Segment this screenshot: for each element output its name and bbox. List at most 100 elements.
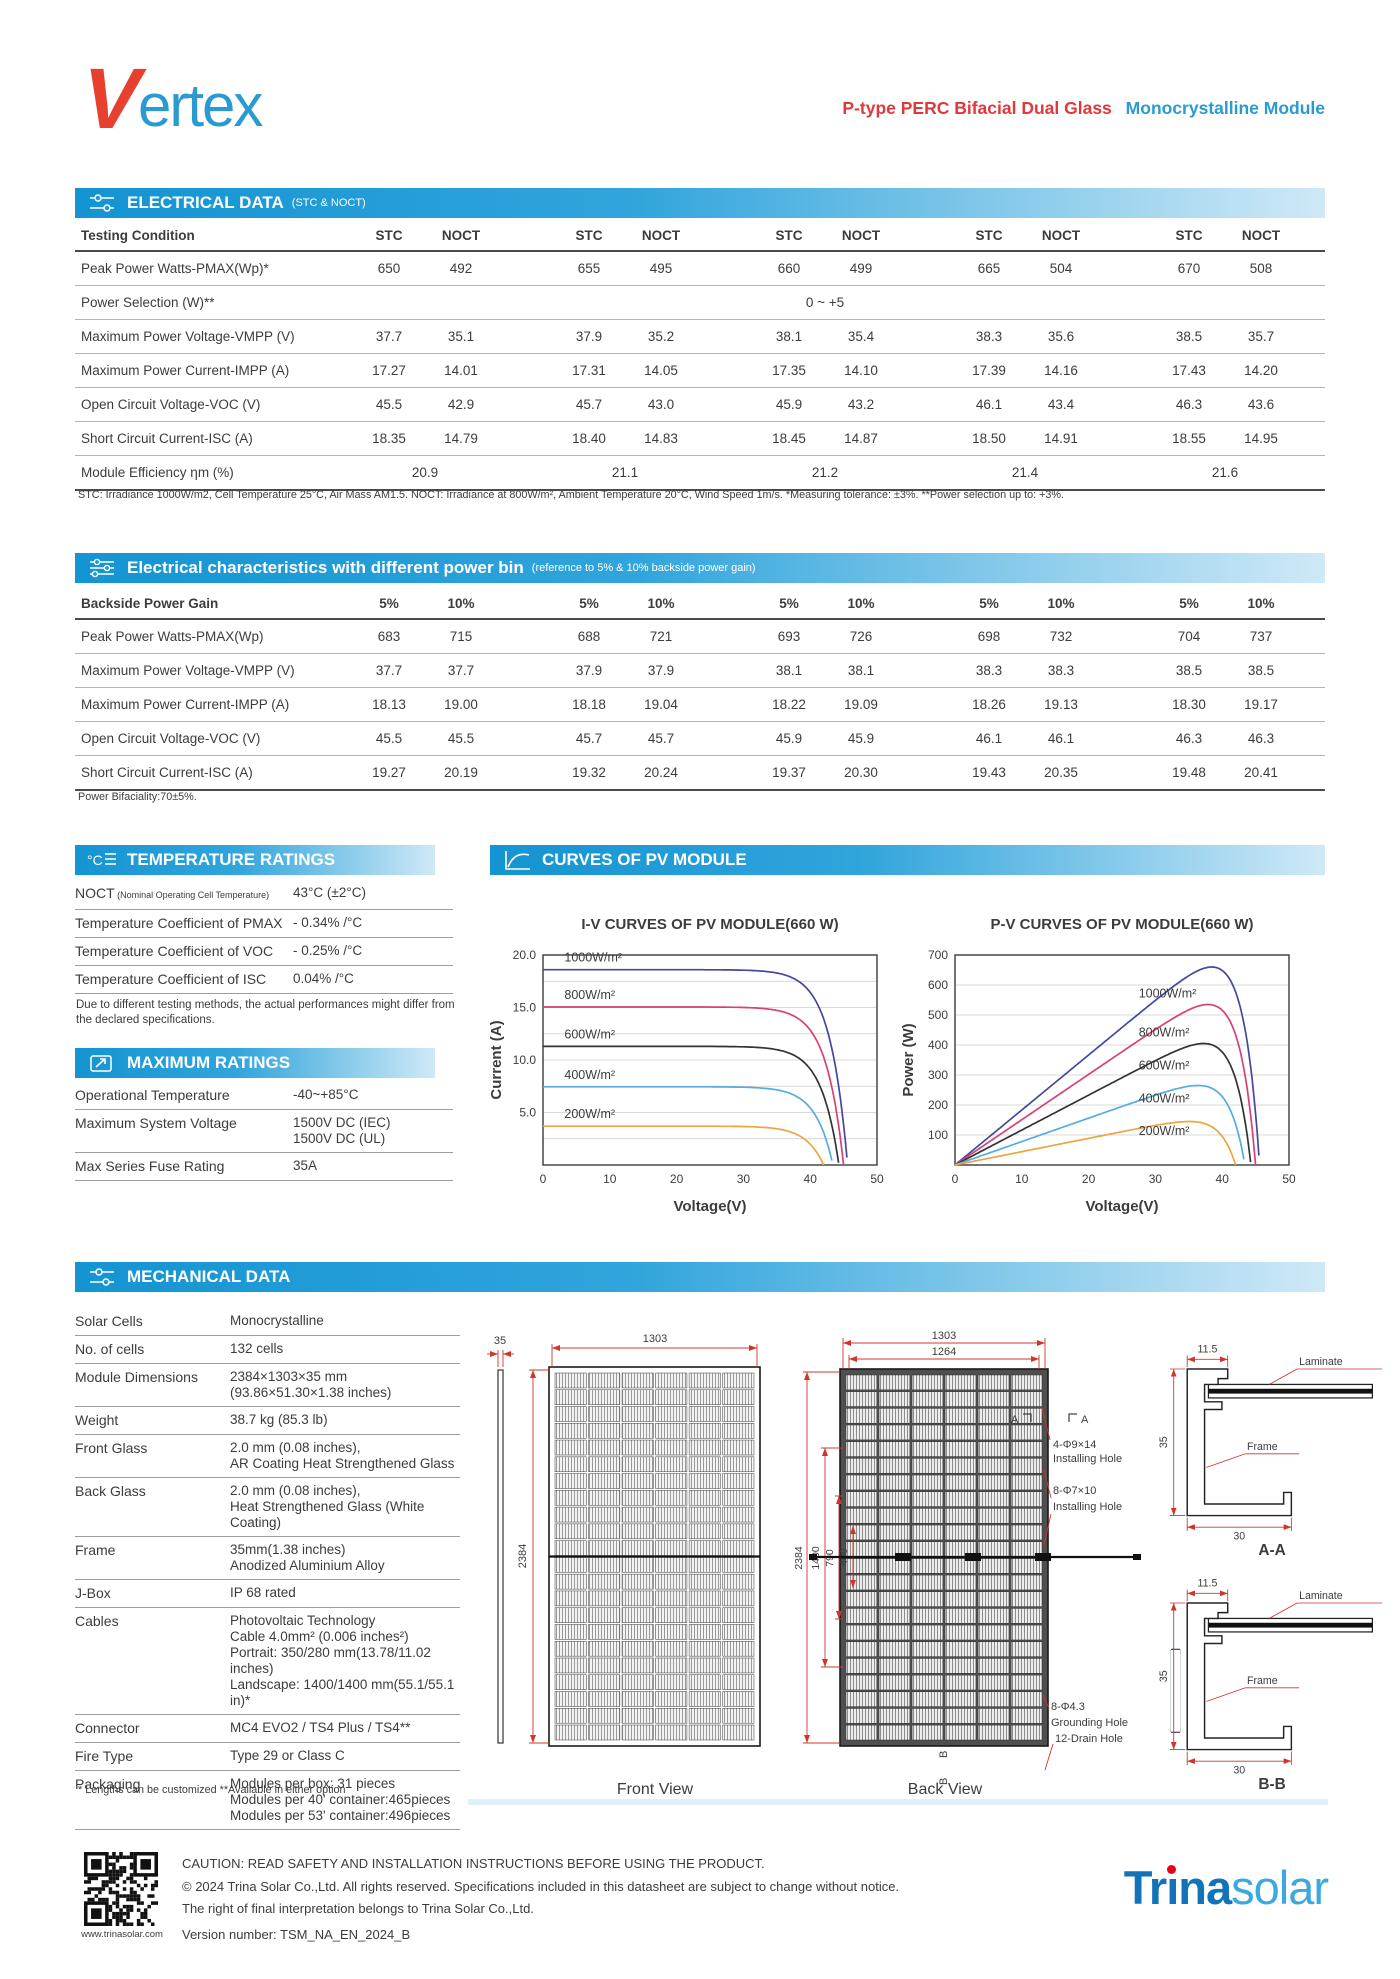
solar-cell	[655, 1473, 688, 1489]
table-cell: 14.79	[444, 431, 478, 446]
solar-cell	[1010, 1708, 1043, 1724]
solar-cell	[722, 1456, 755, 1473]
x-axis-label: Voltage(V)	[673, 1198, 746, 1215]
solar-cell	[911, 1491, 944, 1507]
solar-cell	[554, 1456, 587, 1473]
value-line: Photovoltaic Technology	[230, 1613, 376, 1628]
table-row: Peak Power Watts-PMAX(Wp) 683 715 688 721 693…	[75, 620, 1325, 654]
row-label: Maximum Power Current-IMPP (A)	[81, 363, 290, 378]
qr-module	[115, 1855, 120, 1860]
table-cell: 17.31	[572, 363, 606, 378]
footer-caution: CAUTION: READ SAFETY AND INSTALLATION IN…	[182, 1856, 765, 1871]
row-label: Temperature Coefficient of PMAX	[75, 915, 283, 931]
row-value: 0.04% /°C	[293, 971, 453, 987]
value-line: 132 cells	[230, 1341, 284, 1356]
solar-cell	[655, 1640, 688, 1657]
solar-cell	[944, 1691, 977, 1707]
solar-cell	[977, 1658, 1010, 1674]
series-label: 600W/m²	[1139, 1059, 1190, 1073]
qr-module	[115, 1873, 120, 1877]
qr-module	[108, 1869, 113, 1874]
qr-module	[154, 1901, 158, 1905]
laminate-label: Laminate	[1299, 1356, 1343, 1368]
column-header-cell: 5%	[379, 595, 399, 611]
table-cell: 14.20	[1244, 363, 1278, 378]
table-cell: 35.2	[647, 329, 675, 344]
solar-cell	[722, 1708, 755, 1724]
table-row: Fire Type Type 29 or Class C	[75, 1743, 460, 1771]
value-line: Modules per 53' container:496pieces	[230, 1808, 451, 1823]
solar-cell	[944, 1574, 977, 1591]
solar-cell	[588, 1439, 621, 1456]
qr-module	[101, 1880, 106, 1884]
table-cell: 650	[377, 261, 401, 276]
table-cell: 38.3	[975, 329, 1003, 344]
table-cell-group: 21.1	[525, 465, 725, 480]
solar-cell	[911, 1708, 944, 1724]
value-line: 0.04% /°C	[293, 971, 354, 986]
solar-cell	[621, 1724, 654, 1741]
solar-cell	[588, 1389, 621, 1405]
table-cell-group: 37.9 35.2	[525, 329, 725, 344]
qr-module	[140, 1915, 144, 1919]
solar-cell	[911, 1374, 944, 1391]
column-header-cell: STC	[575, 227, 603, 243]
solar-cell	[722, 1590, 755, 1607]
solar-cell	[554, 1506, 587, 1523]
y-tick-label: 500	[928, 1008, 948, 1022]
row-value: Photovoltaic Technology Cable 4.0mm² (0.0…	[230, 1613, 460, 1709]
qr-module	[143, 1883, 148, 1888]
table-cell: 17.27	[372, 363, 406, 378]
solar-cell	[588, 1490, 621, 1506]
solar-cell	[845, 1524, 878, 1541]
table-cell: 38.1	[847, 663, 875, 678]
qr-module	[136, 1922, 141, 1926]
column-header-group: STC NOCT	[525, 228, 725, 243]
qr-module	[112, 1873, 116, 1877]
solar-cell	[722, 1724, 755, 1741]
series-label: 1000W/m²	[1139, 987, 1197, 1001]
y-axis-label: Current (A)	[488, 1020, 505, 1099]
qr-module	[98, 1897, 102, 1902]
solar-cell	[878, 1591, 911, 1607]
x-tick-label: 50	[870, 1172, 884, 1186]
table-row: Operational Temperature -40~+85°C	[75, 1082, 453, 1110]
solar-cell	[845, 1541, 878, 1557]
table-cell: 14.95	[1244, 431, 1278, 446]
qr-module	[119, 1908, 123, 1912]
solar-cell	[655, 1657, 688, 1674]
qr-module	[94, 1894, 99, 1898]
solar-cell	[845, 1708, 878, 1724]
table-cell: 508	[1249, 261, 1273, 276]
table-cell: 732	[1049, 629, 1073, 644]
row-label: Open Circuit Voltage-VOC (V)	[81, 731, 261, 746]
y-tick-label: 400	[928, 1038, 948, 1052]
solar-cell	[722, 1657, 755, 1674]
solar-cell	[977, 1574, 1010, 1591]
table-cell-group: 19.32 20.24	[525, 765, 725, 780]
solar-cell	[588, 1456, 621, 1473]
qr-module	[136, 1908, 141, 1912]
qr-module	[112, 1869, 116, 1874]
section-title-note: (STC & NOCT)	[291, 197, 366, 209]
qr-module	[115, 1901, 120, 1905]
frame-hollow	[1170, 1648, 1181, 1733]
table-cell: 38.3	[975, 663, 1003, 678]
solar-cell	[977, 1424, 1010, 1441]
dim-2384: 2384	[795, 1546, 805, 1570]
solar-cell	[845, 1374, 878, 1391]
qr-module	[122, 1887, 127, 1891]
solar-cell	[878, 1641, 911, 1657]
cable-assembly	[809, 1553, 1141, 1561]
solar-cell	[878, 1391, 911, 1407]
table-cell: 504	[1049, 261, 1073, 276]
table-cell: 19.04	[644, 697, 678, 712]
table-row: Maximum Power Voltage-VMPP (V) 37.7 37.7 37…	[75, 654, 1325, 688]
table-cell: 499	[849, 261, 873, 276]
series-curve	[954, 1120, 1237, 1166]
callout-drain-hole: 12-Drain Hole	[1055, 1733, 1123, 1745]
table-cell: 688	[577, 629, 601, 644]
table-cell-group: 18.35 14.79	[325, 431, 525, 446]
table-cell: 37.9	[575, 329, 603, 344]
solar-cell	[655, 1423, 688, 1439]
